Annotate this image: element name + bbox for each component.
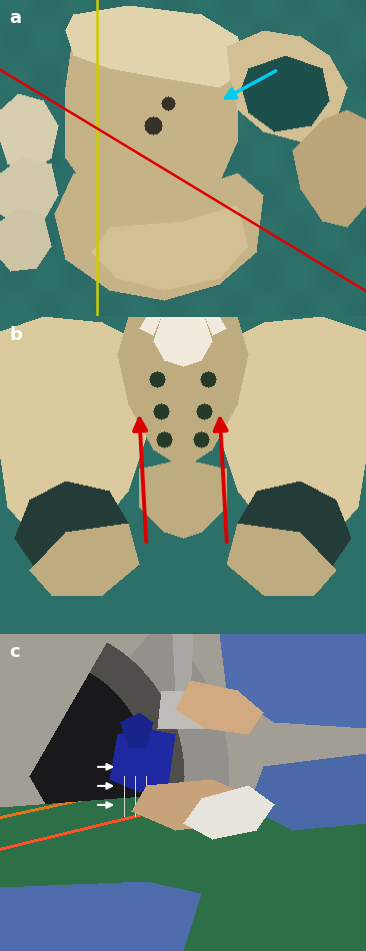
Text: a: a	[9, 10, 21, 28]
Text: b: b	[9, 326, 22, 344]
Text: c: c	[9, 643, 20, 661]
